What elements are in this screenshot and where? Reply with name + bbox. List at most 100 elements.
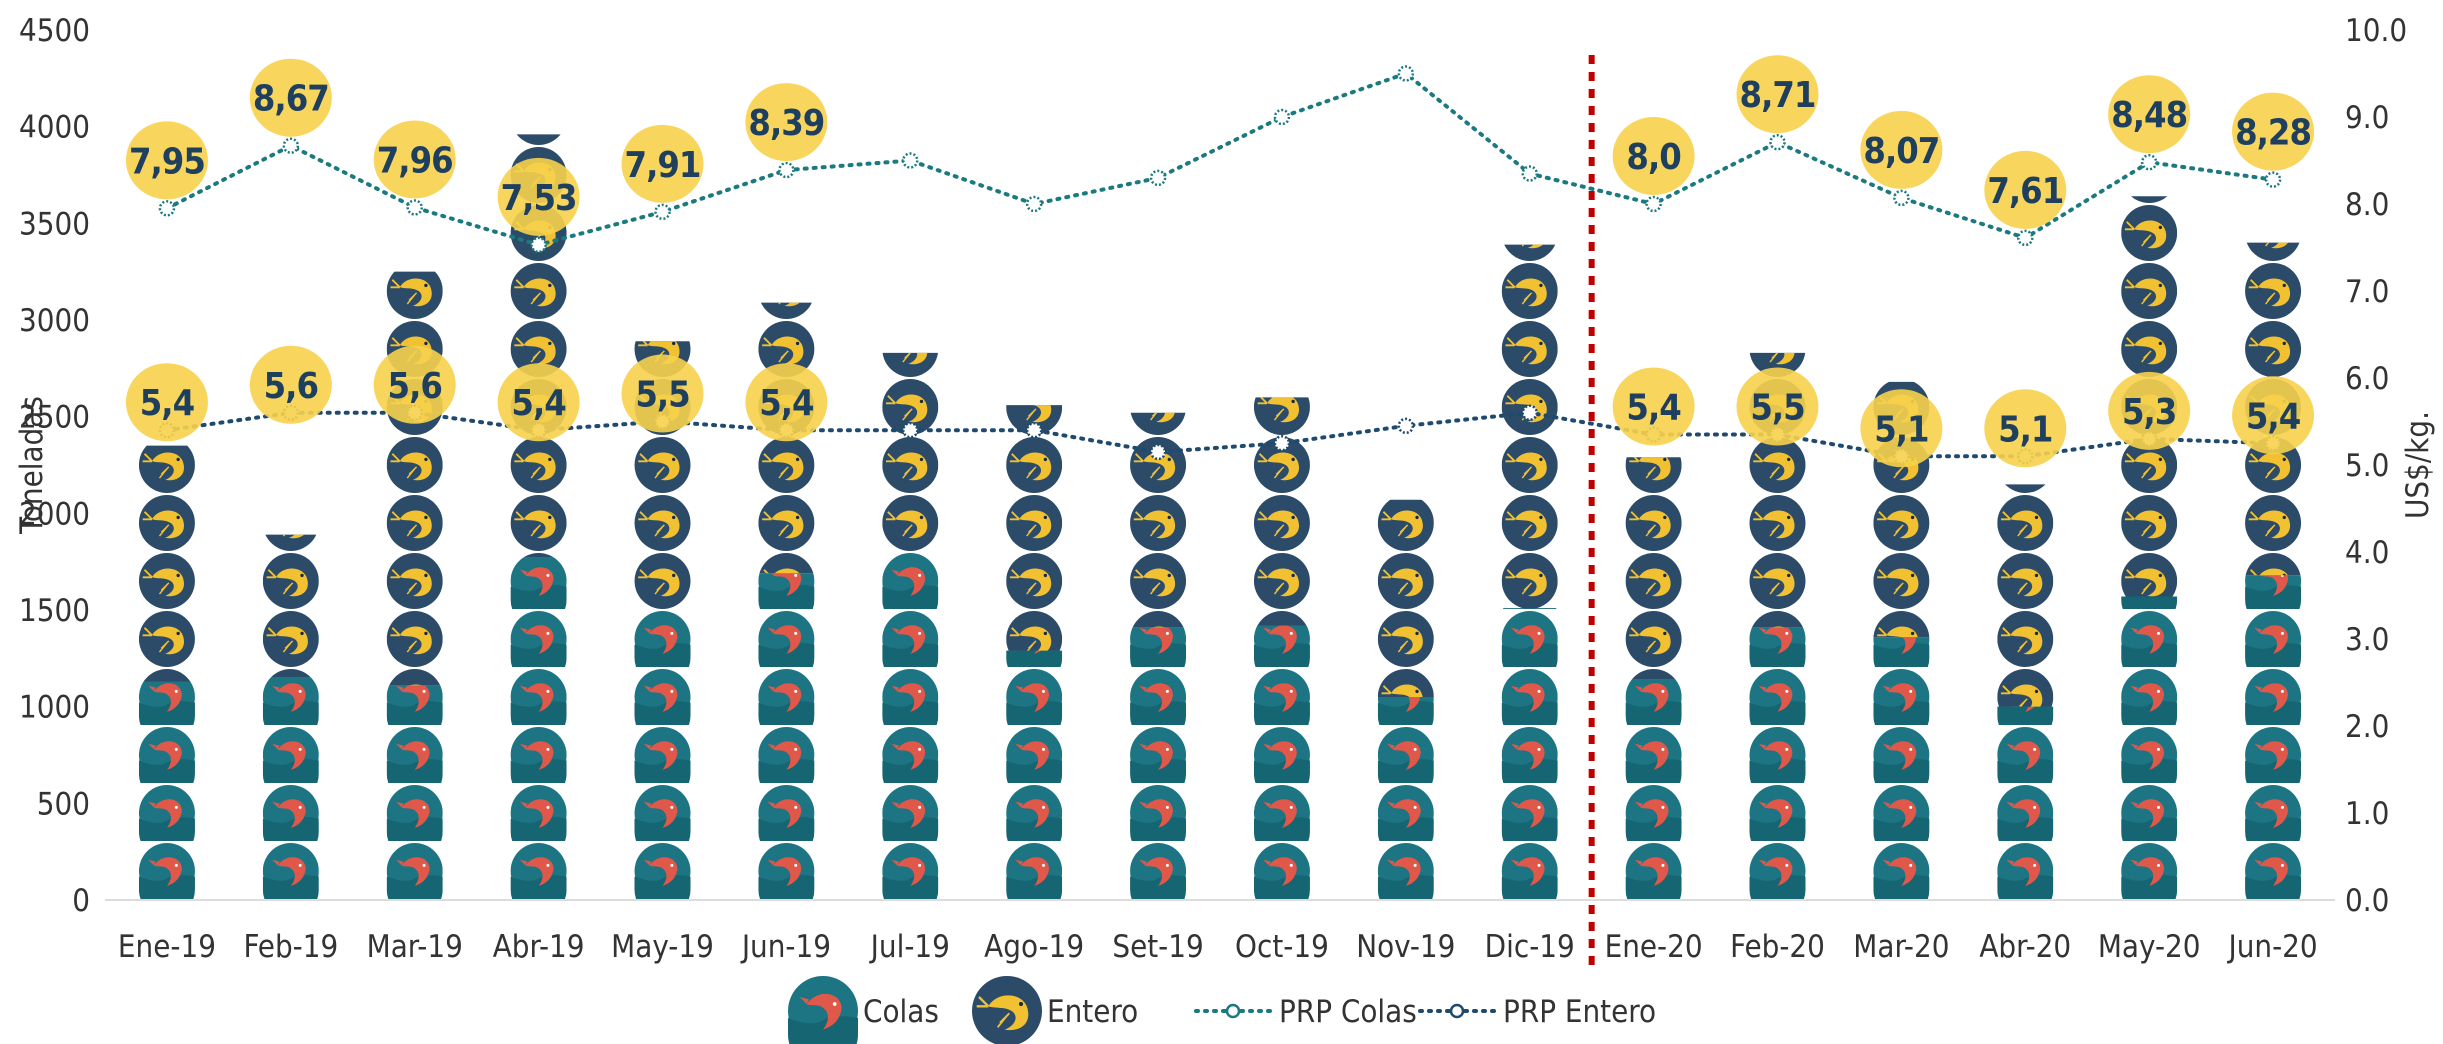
x-tick-label: Ago-19 xyxy=(984,929,1084,965)
entero-bar-icon xyxy=(386,495,443,551)
data-label: 5,5 xyxy=(1750,388,1804,429)
colas-bar xyxy=(1253,625,1310,899)
colas-bar xyxy=(1377,697,1434,899)
entero-bar-icon xyxy=(2121,321,2178,377)
value-bubble xyxy=(2232,376,2315,455)
legend: Colas Entero PRP Colas PRP Entero xyxy=(788,976,1656,1044)
y2-tick-label: 0.0 xyxy=(2345,883,2389,919)
y-tick-label: 4500 xyxy=(19,13,90,49)
colas-bar-icon xyxy=(138,843,195,899)
prp-colas-point xyxy=(2264,171,2282,188)
colas-bar-icon xyxy=(1625,843,1682,899)
value-bubble xyxy=(125,121,208,200)
colas-bar-icon xyxy=(1130,843,1187,899)
x-tick-label: Ene-20 xyxy=(1605,929,1703,965)
prp-colas-point xyxy=(778,161,795,179)
entero-bar-icon xyxy=(1501,495,1558,551)
colas-bar xyxy=(634,611,691,899)
entero-bar-icon xyxy=(386,437,443,493)
entero-bar-icon xyxy=(1377,499,1434,551)
colas-bar xyxy=(1749,627,1806,899)
y2-tick-label: 2.0 xyxy=(2345,709,2389,745)
y2-tick-label: 6.0 xyxy=(2345,361,2389,397)
data-label: 5,1 xyxy=(1874,409,1928,450)
bars-layer xyxy=(138,134,2302,899)
value-bubble xyxy=(621,354,704,433)
prp-colas-point xyxy=(282,137,300,154)
value-bubble xyxy=(497,363,580,442)
entero-bar-icon xyxy=(2121,263,2178,319)
entero-bar xyxy=(1130,412,1187,628)
value-bubble xyxy=(497,157,580,236)
y-tick-label: 2500 xyxy=(19,400,90,436)
y2-tick-label: 10.0 xyxy=(2345,13,2407,49)
y-tick-label: 3500 xyxy=(19,206,90,242)
data-label: 7,61 xyxy=(1987,171,2063,212)
colas-bar-icon xyxy=(1749,843,1806,899)
entero-bar-icon xyxy=(2245,242,2302,261)
colas-bar xyxy=(1873,637,1930,899)
data-labels-layer: 7,95 8,67 7,96 7,53 7,91 8,39 8,0 8,71 8,07 7,61 8… xyxy=(125,55,2315,468)
prp-colas-point xyxy=(2140,153,2158,171)
value-bubble xyxy=(1612,117,1695,195)
data-label: 5,6 xyxy=(264,366,318,407)
x-tick-label: Abr-19 xyxy=(493,929,585,965)
colas-bar xyxy=(1006,650,1063,899)
entero-bar-icon xyxy=(510,495,567,551)
entero-bar-icon xyxy=(758,302,815,319)
x-tick-label: Ene-19 xyxy=(118,929,216,965)
prp-colas-point xyxy=(2017,229,2034,247)
data-label: 7,91 xyxy=(625,145,701,186)
entero-bar-icon xyxy=(1501,437,1558,493)
entero-bar-icon xyxy=(138,553,195,609)
value-bubble xyxy=(249,345,332,424)
entero-bar-icon xyxy=(1625,553,1682,609)
entero-bar-icon xyxy=(1625,611,1682,667)
legend-marker xyxy=(1225,1003,1241,1019)
entero-bar-icon xyxy=(1006,495,1063,551)
entero-bar-icon xyxy=(1253,553,1310,609)
data-label: 8,0 xyxy=(1626,137,1680,178)
value-bubble xyxy=(249,58,332,137)
entero-bar-icon xyxy=(1377,611,1434,667)
entero-bar-icon xyxy=(386,553,443,609)
y2-tick-label: 3.0 xyxy=(2345,622,2389,658)
y-tick-label: 1000 xyxy=(19,690,90,726)
prp-colas-point xyxy=(654,203,671,221)
entero-bar xyxy=(1377,499,1434,697)
entero-bar-icon xyxy=(634,495,691,551)
entero-bar-icon xyxy=(1749,553,1806,609)
data-label: 7,53 xyxy=(501,178,577,219)
entero-bar-icon xyxy=(758,437,815,493)
entero-bar-icon xyxy=(1130,412,1187,435)
entero-bar-icon xyxy=(2121,205,2178,261)
prp-colas-point xyxy=(1521,165,1538,182)
prp-colas-point xyxy=(1645,195,1662,213)
entero-bar-icon xyxy=(386,271,443,319)
y2-tick-label: 1.0 xyxy=(2345,796,2389,832)
prp-colas-line xyxy=(164,71,2276,247)
y2-tick-label: 4.0 xyxy=(2345,535,2389,571)
data-label: 5,4 xyxy=(140,383,195,424)
data-label: 8,28 xyxy=(2235,113,2311,154)
data-label: 5,4 xyxy=(2246,396,2301,437)
x-tick-label: Abr-20 xyxy=(1979,929,2071,965)
entero-bar-icon xyxy=(510,263,567,319)
entero-bar-icon xyxy=(1130,495,1187,551)
colas-bar xyxy=(2121,596,2178,899)
legend-label-colas: Colas xyxy=(863,994,939,1030)
colas-bar xyxy=(758,573,815,899)
entero-bar-icon xyxy=(386,611,443,667)
entero-bar-icon xyxy=(634,553,691,609)
value-bubble xyxy=(1736,55,1819,134)
value-bubble xyxy=(373,120,456,199)
y2-tick-label: 7.0 xyxy=(2345,274,2389,310)
colas-bar-icon xyxy=(758,843,815,899)
colas-bar-icon xyxy=(882,843,939,899)
entero-bar-icon xyxy=(262,611,319,667)
colas-bar xyxy=(138,681,195,899)
colas-bar-icon xyxy=(634,843,691,899)
entero-bar-icon xyxy=(1377,553,1434,609)
data-label: 7,96 xyxy=(377,140,453,181)
value-bubble xyxy=(1736,367,1819,446)
